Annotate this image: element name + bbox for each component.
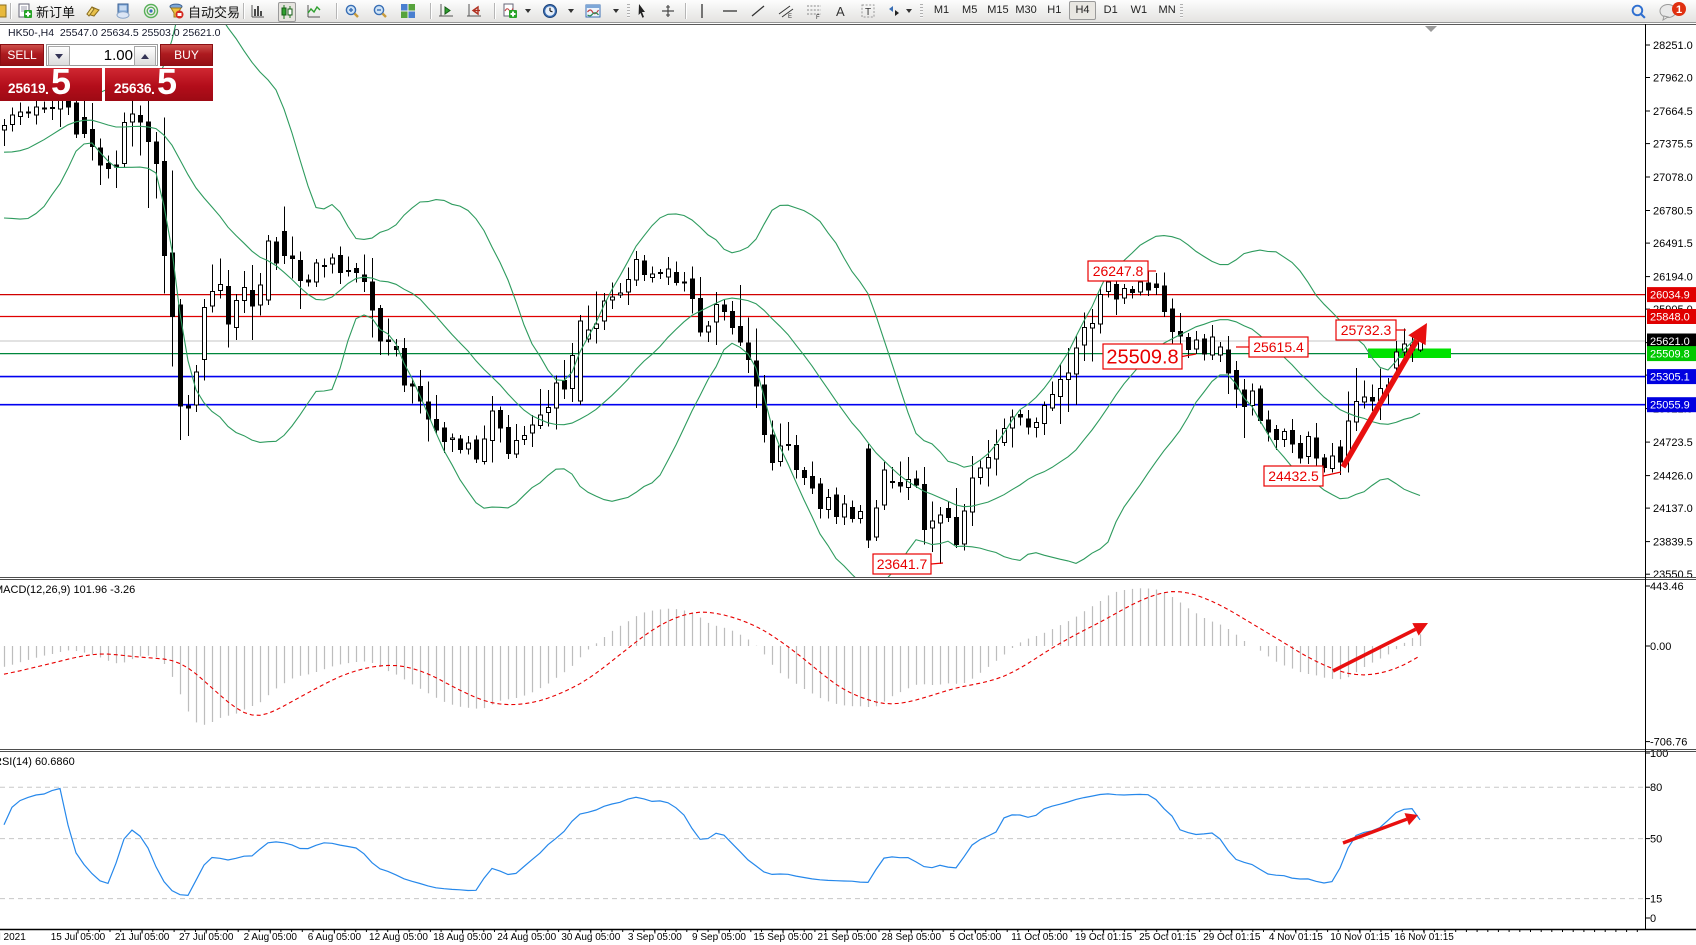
svg-text:25055.9: 25055.9: [1650, 400, 1690, 412]
svg-text:24723.5: 24723.5: [1653, 437, 1693, 449]
svg-text:18 Aug 05:00: 18 Aug 05:00: [433, 932, 492, 943]
svg-text:24 Aug 05:00: 24 Aug 05:00: [497, 932, 556, 943]
svg-text:23839.5: 23839.5: [1653, 537, 1693, 549]
svg-text:Jul 2021: Jul 2021: [0, 932, 26, 943]
svg-text:24137.0: 24137.0: [1653, 503, 1693, 515]
svg-text:F: F: [816, 15, 820, 19]
svg-text:29 Oct 01:15: 29 Oct 01:15: [1203, 932, 1261, 943]
svg-text:26247.8: 26247.8: [1093, 263, 1144, 279]
svg-text:27 Jul 05:00: 27 Jul 05:00: [179, 932, 234, 943]
svg-text:25615.4: 25615.4: [1253, 339, 1304, 355]
svg-text:27375.5: 27375.5: [1653, 139, 1693, 151]
svg-text:19 Oct 01:15: 19 Oct 01:15: [1075, 932, 1133, 943]
svg-text:4 Nov 01:15: 4 Nov 01:15: [1269, 932, 1323, 943]
svg-text:24432.5: 24432.5: [1268, 468, 1319, 484]
svg-text:16 Nov 01:15: 16 Nov 01:15: [1394, 932, 1454, 943]
svg-text:30 Aug 05:00: 30 Aug 05:00: [561, 932, 620, 943]
svg-text:23550.5: 23550.5: [1653, 569, 1693, 581]
svg-text:MACD(12,26,9) 101.96 -3.26: MACD(12,26,9) 101.96 -3.26: [0, 584, 135, 596]
svg-text:27664.5: 27664.5: [1653, 106, 1693, 118]
svg-text:24426.0: 24426.0: [1653, 471, 1693, 483]
svg-text:25 Oct 01:15: 25 Oct 01:15: [1139, 932, 1197, 943]
svg-text:21 Sep 05:00: 21 Sep 05:00: [817, 932, 877, 943]
svg-text:21 Jul 05:00: 21 Jul 05:00: [115, 932, 170, 943]
svg-text:27078.0: 27078.0: [1653, 172, 1693, 184]
svg-text:E: E: [788, 14, 792, 19]
svg-text:80: 80: [1650, 782, 1662, 794]
svg-text:26034.9: 26034.9: [1650, 290, 1690, 302]
svg-text:26194.0: 26194.0: [1653, 272, 1693, 284]
svg-text:50: 50: [1650, 834, 1662, 846]
svg-text:25732.3: 25732.3: [1341, 322, 1392, 338]
svg-text:15 Jul 05:00: 15 Jul 05:00: [51, 932, 106, 943]
svg-text:443.46: 443.46: [1650, 581, 1684, 593]
svg-text:0.00: 0.00: [1650, 641, 1671, 653]
svg-text:10 Nov 01:15: 10 Nov 01:15: [1330, 932, 1390, 943]
svg-text:25848.0: 25848.0: [1650, 312, 1690, 324]
svg-text:25509.8: 25509.8: [1106, 347, 1178, 369]
svg-text:15: 15: [1650, 894, 1662, 906]
svg-text:25621.0: 25621.0: [1650, 336, 1690, 348]
svg-text:12 Aug 05:00: 12 Aug 05:00: [369, 932, 428, 943]
svg-text:11 Oct 05:00: 11 Oct 05:00: [1011, 932, 1068, 943]
svg-text:1: 1: [1676, 4, 1682, 16]
svg-text:28251.0: 28251.0: [1653, 40, 1693, 52]
svg-text:9 Sep 05:00: 9 Sep 05:00: [692, 932, 746, 943]
svg-text:2 Aug 05:00: 2 Aug 05:00: [244, 932, 298, 943]
svg-text:27962.0: 27962.0: [1653, 73, 1693, 85]
svg-text:25305.1: 25305.1: [1650, 372, 1690, 384]
svg-text:26491.5: 26491.5: [1653, 238, 1693, 250]
svg-text:25509.8: 25509.8: [1650, 349, 1690, 361]
svg-text:0: 0: [1650, 913, 1656, 925]
svg-text:28 Sep 05:00: 28 Sep 05:00: [882, 932, 942, 943]
svg-text:RSI(14) 60.6860: RSI(14) 60.6860: [0, 756, 75, 768]
svg-text:15 Sep 05:00: 15 Sep 05:00: [753, 932, 813, 943]
svg-text:3 Sep 05:00: 3 Sep 05:00: [628, 932, 682, 943]
svg-text:T: T: [865, 7, 871, 18]
svg-text:5 Oct 05:00: 5 Oct 05:00: [950, 932, 1002, 943]
svg-text:6 Aug 05:00: 6 Aug 05:00: [308, 932, 362, 943]
svg-text:26780.5: 26780.5: [1653, 206, 1693, 218]
svg-text:23641.7: 23641.7: [877, 556, 928, 572]
svg-text:-706.76: -706.76: [1650, 737, 1687, 749]
